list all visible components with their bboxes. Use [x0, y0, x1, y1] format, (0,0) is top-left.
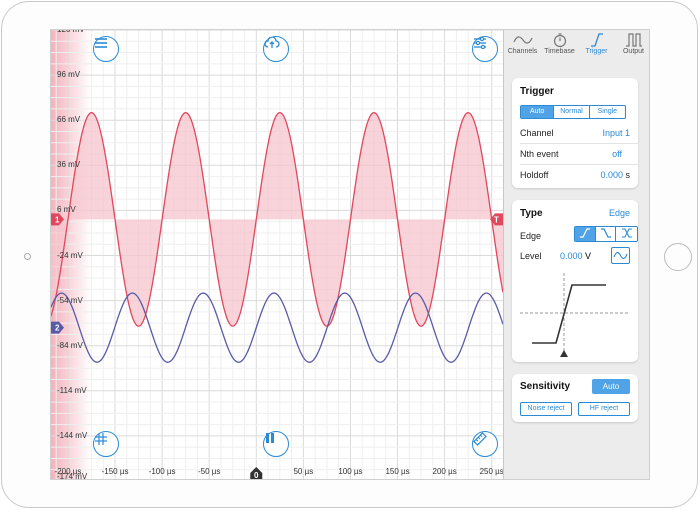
nth-event-label: Nth event — [520, 149, 559, 159]
hf-reject-button[interactable]: HF reject — [578, 402, 630, 416]
divider — [520, 143, 638, 144]
home-button[interactable] — [664, 243, 692, 271]
output-icon — [625, 33, 642, 47]
y-tick-label: -84 mV — [57, 340, 83, 350]
channel-2-marker — [51, 321, 64, 334]
edge-rising-icon[interactable] — [575, 227, 596, 241]
tab-channels[interactable]: Channels — [504, 30, 541, 64]
camera — [24, 253, 31, 260]
trigger-level-marker-label: T — [494, 215, 499, 224]
edge-both-icon[interactable] — [616, 227, 637, 241]
level-value[interactable]: 0.000 — [560, 251, 583, 261]
holdoff-unit: s — [625, 170, 631, 180]
y-tick-label: 6 mV — [57, 205, 76, 215]
holdoff-value[interactable]: 0.000 — [600, 170, 623, 180]
edge-label: Edge — [520, 231, 542, 241]
timer-icon — [553, 33, 566, 47]
mode-single[interactable]: Single — [597, 108, 618, 115]
cloud-upload-icon[interactable] — [263, 36, 289, 62]
channel-1-marker-label: 1 — [55, 215, 60, 224]
tab-timebase-label: Timebase — [544, 48, 575, 55]
type-title: Type — [520, 208, 543, 219]
ruler-icon[interactable] — [472, 431, 498, 457]
level-row[interactable]: Level — [520, 251, 630, 261]
time-zero-marker — [250, 467, 263, 479]
tab-channels-label: Channels — [507, 48, 538, 55]
holdoff-row[interactable]: Holdoff 0.000 s — [520, 170, 630, 180]
tab-output-label: Output — [622, 48, 644, 55]
x-tick-label: 100 µs — [338, 467, 363, 476]
trigger-title: Trigger — [520, 86, 554, 97]
channel-row[interactable]: Channel Input 1 — [520, 128, 630, 138]
sensitivity-auto-button[interactable]: Auto — [592, 379, 630, 394]
channels-icon — [512, 36, 533, 44]
sliders-icon[interactable] — [472, 36, 498, 62]
type-row[interactable]: Type Edge — [520, 208, 630, 219]
tab-timebase[interactable]: Timebase — [541, 30, 578, 64]
noise-reject-button[interactable]: Noise reject — [520, 402, 572, 416]
tab-trigger-label: Trigger — [585, 48, 608, 55]
x-tick-label: -100 µs — [148, 467, 176, 476]
channel-1-fill — [51, 112, 503, 327]
x-tick-label: 0 — [254, 471, 259, 480]
x-tick-label: -50 µs — [197, 467, 221, 476]
tab-trigger[interactable]: Trigger — [578, 30, 615, 64]
nth-event-value[interactable]: off — [612, 149, 622, 159]
x-tick-label: 150 µs — [385, 467, 410, 476]
sidebar: Channels Timebase Trigger Output Trigger… — [503, 30, 649, 479]
x-tick-label: 250 µs — [479, 467, 504, 476]
sensitivity-title: Sensitivity — [520, 381, 571, 392]
channel-value[interactable]: Input 1 — [602, 128, 630, 138]
mode-auto[interactable]: Auto — [521, 106, 555, 118]
pause-icon[interactable] — [263, 431, 289, 457]
y-tick-label: -144 mV — [57, 430, 88, 440]
channel-label: Channel — [520, 128, 554, 138]
level-value-group[interactable]: 0.000 V — [560, 251, 591, 261]
level-unit: V — [585, 251, 592, 261]
trigger-edge-diagram — [520, 273, 630, 357]
channel-2-trace — [51, 292, 503, 363]
trigger-icon — [590, 33, 603, 47]
x-tick-label: 200 µs — [432, 467, 457, 476]
edge-selector[interactable] — [574, 226, 638, 242]
plot-area[interactable]: 1 2 T 126 mV 96 mV 66 mV 36 mV 6 mV -24 mV -54 m… — [51, 29, 504, 480]
mode-normal[interactable]: Normal — [554, 106, 590, 118]
x-tick-label: -200 µs — [54, 467, 82, 476]
channel-1-marker — [51, 213, 64, 226]
x-tick-label: -150 µs — [101, 467, 129, 476]
menu-icon[interactable] — [93, 36, 119, 62]
grid-icon[interactable] — [93, 431, 119, 457]
edge-row: Edge — [520, 229, 630, 243]
type-value[interactable]: Edge — [608, 208, 630, 218]
x-tick-label: 50 µs — [293, 467, 314, 476]
holdoff-label: Holdoff — [520, 170, 549, 180]
divider — [520, 164, 638, 165]
trigger-level-marker — [490, 213, 503, 226]
waveform-plot[interactable]: 1 2 T — [51, 30, 503, 480]
y-tick-label: -24 mV — [57, 250, 83, 260]
tab-output[interactable]: Output — [615, 30, 649, 64]
sensitivity-card: Sensitivity Auto Noise reject HF reject — [512, 374, 638, 422]
channel-1-trace — [51, 112, 503, 327]
y-tick-label: 126 mV — [57, 29, 85, 34]
y-tick-label: -174 mV — [57, 472, 88, 480]
trigger-card: Trigger Auto Normal Single Channel Input… — [512, 78, 638, 188]
level-wave-icon[interactable] — [611, 247, 630, 264]
type-card: Type Edge Edge Level 0.000 V — [512, 200, 638, 362]
level-label: Level — [520, 251, 542, 261]
y-tick-label: 36 mV — [57, 160, 81, 170]
y-tick-label: 66 mV — [57, 115, 81, 125]
oscilloscope-screen: 1 2 T 126 mV 96 mV 66 mV 36 mV 6 mV -24 mV -54 m… — [50, 29, 650, 480]
y-tick-label: -114 mV — [57, 385, 87, 395]
y-tick-label: -54 mV — [57, 295, 83, 305]
channel-2-marker-label: 2 — [55, 324, 60, 333]
nth-event-row[interactable]: Nth event off — [520, 149, 630, 159]
y-tick-label: 96 mV — [57, 70, 81, 80]
trigger-mode-selector[interactable]: Auto Normal Single — [520, 105, 626, 119]
edge-falling-icon[interactable] — [596, 227, 617, 241]
